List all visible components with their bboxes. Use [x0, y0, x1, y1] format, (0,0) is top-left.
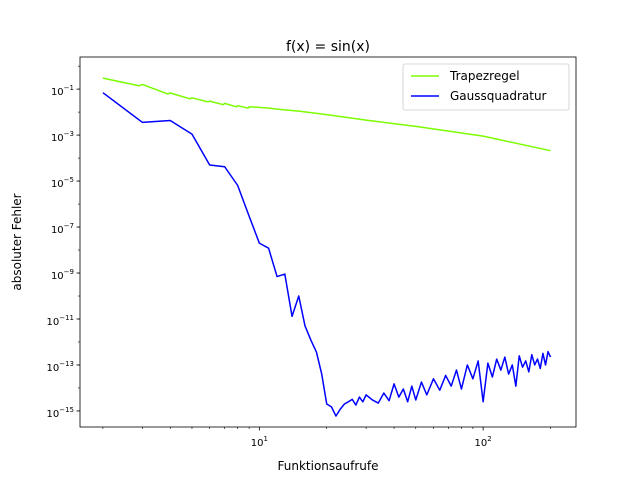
y-tick-label: 10−15 [46, 406, 74, 420]
y-tick-label: 10−9 [51, 268, 74, 282]
y-axis-label: absoluter Fehler [10, 193, 24, 290]
y-tick-label: 10−1 [51, 84, 74, 98]
legend-box [402, 63, 570, 111]
plot-frame [79, 56, 577, 428]
legend-label: Trapezregel [449, 69, 520, 83]
legend: Trapezregel Gaussquadratur [402, 63, 570, 111]
y-tick-label: 10−7 [51, 222, 74, 236]
x-tick-label: 102 [475, 435, 492, 449]
x-axis-label: Funktionsaufrufe [278, 459, 379, 473]
x-axis: 101 102 [102, 427, 551, 449]
x-tick-label: 101 [251, 435, 268, 449]
y-tick-label: 10−5 [51, 176, 74, 190]
plot-lines [102, 77, 552, 417]
y-tick-label: 10−13 [46, 360, 74, 374]
series-line-0 [102, 77, 551, 152]
series-line-1 [102, 92, 552, 417]
legend-label: Gaussquadratur [450, 89, 547, 103]
y-axis: 10−15 10−13 10−11 10−9 10−7 10−5 10−3 10−1 [46, 65, 80, 420]
y-tick-label: 10−3 [51, 130, 74, 144]
y-tick-label: 10−11 [46, 314, 74, 328]
chart-title: f(x) = sin(x) [286, 39, 370, 55]
